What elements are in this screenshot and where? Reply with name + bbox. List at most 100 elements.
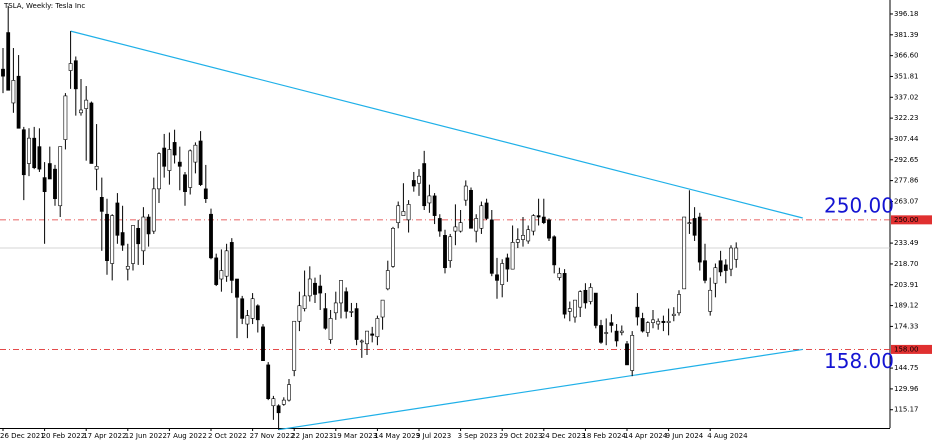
level-label-box bbox=[891, 215, 932, 225]
candle-body bbox=[677, 294, 681, 314]
candle-body bbox=[167, 149, 172, 171]
chart-title: TSLA, Weekly: Tesla Inc bbox=[3, 2, 85, 10]
candle-body bbox=[323, 308, 328, 329]
x-tick-label: 14 May 2023 bbox=[374, 432, 420, 440]
candle-body bbox=[354, 308, 359, 340]
candle-body bbox=[547, 219, 551, 239]
x-tick-label: 24 Dec 2023 bbox=[541, 432, 586, 440]
candle-body bbox=[120, 232, 125, 246]
candle-body bbox=[552, 236, 557, 266]
candle-body bbox=[349, 311, 354, 313]
y-tick-label: 189.12 bbox=[894, 302, 919, 310]
candle-body bbox=[505, 257, 510, 270]
y-tick-label: 277.86 bbox=[894, 177, 919, 185]
candle-body bbox=[53, 168, 57, 200]
candle-body bbox=[344, 291, 349, 312]
candle-body bbox=[73, 60, 78, 90]
candle-body bbox=[599, 325, 603, 343]
candle-body bbox=[453, 226, 458, 232]
candle-body bbox=[391, 227, 395, 267]
candle-body bbox=[339, 280, 343, 304]
candle-body bbox=[661, 320, 666, 323]
candle-body bbox=[146, 216, 151, 235]
y-tick-label: 381.39 bbox=[894, 31, 919, 39]
y-tick-label: 263.07 bbox=[894, 197, 919, 205]
candle-body bbox=[172, 142, 177, 156]
y-tick-label: 129.96 bbox=[894, 385, 919, 393]
candle-body bbox=[536, 215, 541, 218]
trendline bbox=[278, 348, 803, 431]
candle-body bbox=[115, 202, 120, 236]
candle-body bbox=[307, 278, 312, 297]
candle-body bbox=[479, 205, 484, 229]
candle-body bbox=[432, 195, 437, 216]
candle-body bbox=[110, 215, 115, 264]
candle-body bbox=[297, 305, 302, 322]
x-tick-label: 14 Apr 2024 bbox=[624, 432, 668, 440]
candle-body bbox=[645, 322, 650, 333]
candle-body bbox=[448, 236, 453, 261]
x-tick-label: 2 Oct 2022 bbox=[208, 432, 247, 440]
candle-body bbox=[302, 295, 307, 309]
candle-body bbox=[625, 343, 629, 366]
candle-body bbox=[666, 320, 671, 323]
candle-body bbox=[469, 189, 473, 229]
x-tick-label: 20 Feb 2022 bbox=[42, 432, 86, 440]
level-annotation: 250.00 bbox=[824, 193, 894, 217]
x-tick-label: 19 Mar 2023 bbox=[333, 432, 377, 440]
candle-body bbox=[188, 150, 193, 188]
candle-body bbox=[370, 333, 375, 336]
candle-body bbox=[593, 292, 598, 326]
candle-body bbox=[157, 153, 161, 190]
candle-body bbox=[313, 282, 317, 295]
candle-body bbox=[515, 239, 520, 243]
x-tick-label: 22 Jan 2023 bbox=[291, 432, 333, 440]
candle-body bbox=[27, 137, 31, 164]
candle-body bbox=[422, 163, 427, 207]
candle-body bbox=[21, 129, 26, 176]
candle-body bbox=[32, 137, 37, 169]
candle-body bbox=[224, 250, 229, 277]
x-tick-label: 29 Oct 2023 bbox=[499, 432, 542, 440]
candle-body bbox=[151, 188, 156, 232]
candle-body bbox=[411, 180, 416, 187]
candle-body bbox=[219, 270, 224, 280]
candle-body bbox=[495, 274, 499, 281]
candle-body bbox=[417, 175, 421, 184]
y-tick-label: 366.60 bbox=[894, 52, 919, 60]
candle-body bbox=[136, 227, 141, 245]
candle-body bbox=[229, 242, 234, 281]
candle-body bbox=[79, 109, 83, 114]
candle-body bbox=[203, 188, 208, 200]
candle-body bbox=[510, 242, 515, 270]
candle-body bbox=[640, 318, 645, 332]
candle-body bbox=[380, 299, 385, 318]
candle-body bbox=[557, 273, 562, 278]
candle-body bbox=[375, 318, 380, 338]
level-annotation: 158.00 bbox=[824, 349, 894, 373]
candle-body bbox=[328, 318, 333, 340]
level-label: 158.00 bbox=[894, 345, 919, 353]
candle-body bbox=[723, 264, 728, 271]
candle-body bbox=[437, 218, 442, 232]
candle-body bbox=[266, 364, 271, 400]
candle-body bbox=[198, 140, 203, 185]
candle-body bbox=[692, 218, 697, 236]
y-tick-label: 233.49 bbox=[894, 239, 919, 247]
x-tick-label: 18 Feb 2024 bbox=[582, 432, 626, 440]
candle-body bbox=[1, 68, 5, 77]
candle-body bbox=[443, 235, 447, 269]
candle-body bbox=[484, 202, 489, 219]
x-tick-label: 7 Aug 2022 bbox=[166, 432, 206, 440]
candle-body bbox=[463, 185, 468, 201]
candle-body bbox=[489, 219, 494, 274]
candle-body bbox=[718, 260, 723, 273]
candle-body bbox=[396, 205, 401, 223]
candle-body bbox=[474, 218, 479, 232]
trendline bbox=[70, 30, 803, 219]
candle-body bbox=[37, 146, 42, 170]
candle-body bbox=[193, 144, 198, 163]
candle-body bbox=[656, 320, 661, 325]
candle-body bbox=[729, 247, 733, 270]
